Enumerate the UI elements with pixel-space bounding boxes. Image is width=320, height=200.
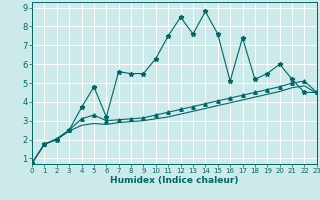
X-axis label: Humidex (Indice chaleur): Humidex (Indice chaleur) xyxy=(110,176,239,185)
